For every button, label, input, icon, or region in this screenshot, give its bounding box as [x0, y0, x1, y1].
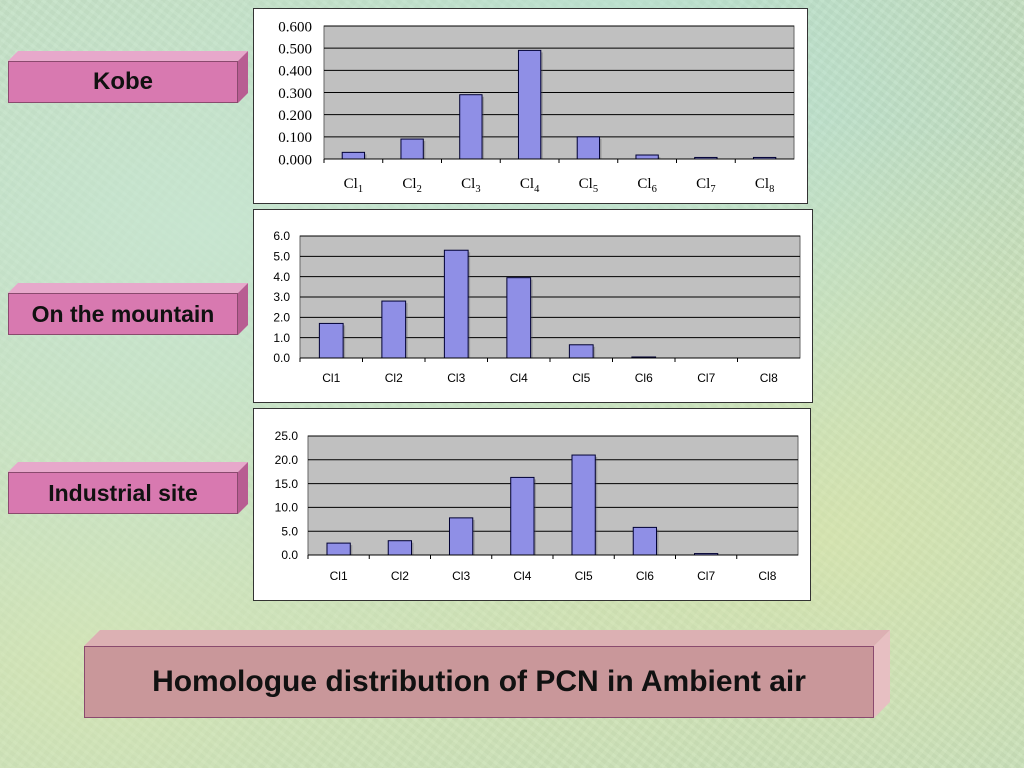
x-tick-label: Cl1	[344, 176, 363, 195]
chart-industrial-svg: 0.0 5.0 10.0 15.0 20.0 25.0 Cl1 Cl2 Cl3 Cl4 Cl5 Cl6…	[275, 429, 799, 583]
chart-industrial: 0.0 5.0 10.0 15.0 20.0 25.0 Cl1 Cl2 Cl3 Cl4 Cl5 Cl6…	[253, 408, 811, 601]
x-tick-label: Cl4	[520, 176, 540, 195]
x-tick-label: Cl5	[579, 176, 598, 195]
chart-kobe: 0.000 0.100 0.200 0.300 0.400 0.500 0.600 Cl1 Cl…	[253, 8, 808, 204]
title-box: Homologue distribution of PCN in Ambient…	[84, 630, 890, 718]
y-tick-label: 0.400	[278, 64, 312, 80]
x-tick-label: Cl4	[513, 569, 531, 583]
chart-mountain-svg: 0.0 1.0 2.0 3.0 4.0 5.0 6.0 Cl1 Cl2 Cl3 Cl4 Cl5 Cl6 C…	[273, 229, 801, 385]
bar	[632, 526, 658, 556]
x-tick-label: Cl6	[636, 569, 654, 583]
mountain-label: On the mountain	[8, 283, 248, 335]
y-tick-label: 0.0	[281, 548, 298, 562]
bar	[341, 151, 366, 160]
x-tick-label: Cl8	[758, 569, 776, 583]
industrial-label-text: Industrial site	[8, 472, 238, 514]
x-tick-label: Cl2	[391, 569, 409, 583]
x-tick-label: Cl4	[510, 371, 528, 385]
y-tick-label: 0.100	[278, 130, 312, 146]
x-tick-label: Cl6	[635, 371, 653, 385]
page-title: Homologue distribution of PCN in Ambient…	[84, 646, 874, 718]
y-tick-label: 0.200	[278, 108, 312, 124]
x-tick-label: Cl6	[637, 176, 656, 195]
chart-mountain: 0.0 1.0 2.0 3.0 4.0 5.0 6.0 Cl1 Cl2 Cl3 Cl4 Cl5 Cl6 C…	[253, 209, 813, 403]
x-tick-label: Cl5	[575, 569, 593, 583]
y-tick-label: 4.0	[273, 270, 290, 284]
kobe-label: Kobe	[8, 51, 248, 103]
y-tick-label: 2.0	[273, 311, 290, 325]
x-tick-label: Cl8	[755, 176, 774, 195]
bar	[568, 344, 594, 359]
y-tick-label: 10.0	[275, 501, 299, 515]
bar	[387, 540, 413, 556]
x-tick-label: Cl7	[696, 176, 715, 195]
bar	[576, 136, 601, 160]
y-tick-label: 5.0	[273, 250, 290, 264]
y-tick-label: 0.600	[278, 19, 312, 35]
x-tick-label: Cl1	[330, 569, 348, 583]
x-tick-label: Cl7	[697, 569, 715, 583]
bar	[506, 277, 532, 359]
mountain-label-text: On the mountain	[8, 293, 238, 335]
kobe-label-text: Kobe	[8, 61, 238, 103]
bar	[443, 249, 469, 359]
y-tick-label: 3.0	[273, 290, 290, 304]
y-tick-label: 15.0	[275, 477, 299, 491]
y-tick-label: 5.0	[281, 524, 298, 538]
bar	[510, 476, 535, 556]
plot-area	[307, 435, 799, 556]
chart-kobe-svg: 0.000 0.100 0.200 0.300 0.400 0.500 0.600 Cl1 Cl…	[278, 19, 795, 195]
bar	[517, 49, 542, 160]
y-tick-label: 0.0	[273, 351, 290, 365]
y-tick-label: 25.0	[275, 429, 299, 443]
x-tick-label: Cl1	[322, 371, 340, 385]
bar	[381, 300, 407, 359]
x-tick-label: Cl2	[385, 371, 403, 385]
y-tick-label: 1.0	[273, 331, 290, 345]
x-tick-label: Cl5	[572, 371, 590, 385]
y-tick-label: 0.300	[278, 86, 312, 102]
x-tick-label: Cl3	[461, 176, 480, 195]
industrial-label: Industrial site	[8, 462, 248, 514]
bar	[326, 542, 351, 556]
x-tick-label: Cl7	[697, 371, 715, 385]
y-tick-label: 0.000	[278, 152, 312, 168]
x-tick-label: Cl3	[447, 371, 465, 385]
bar	[400, 138, 424, 160]
bar	[448, 517, 474, 556]
x-tick-label: Cl8	[760, 371, 778, 385]
y-tick-label: 20.0	[275, 453, 299, 467]
x-tick-label: Cl2	[402, 176, 421, 195]
y-tick-label: 0.500	[278, 41, 312, 57]
bar	[318, 322, 344, 359]
x-tick-label: Cl3	[452, 569, 470, 583]
y-tick-label: 6.0	[273, 229, 290, 243]
bar	[459, 94, 483, 160]
bar	[635, 154, 659, 160]
bar	[571, 454, 596, 556]
